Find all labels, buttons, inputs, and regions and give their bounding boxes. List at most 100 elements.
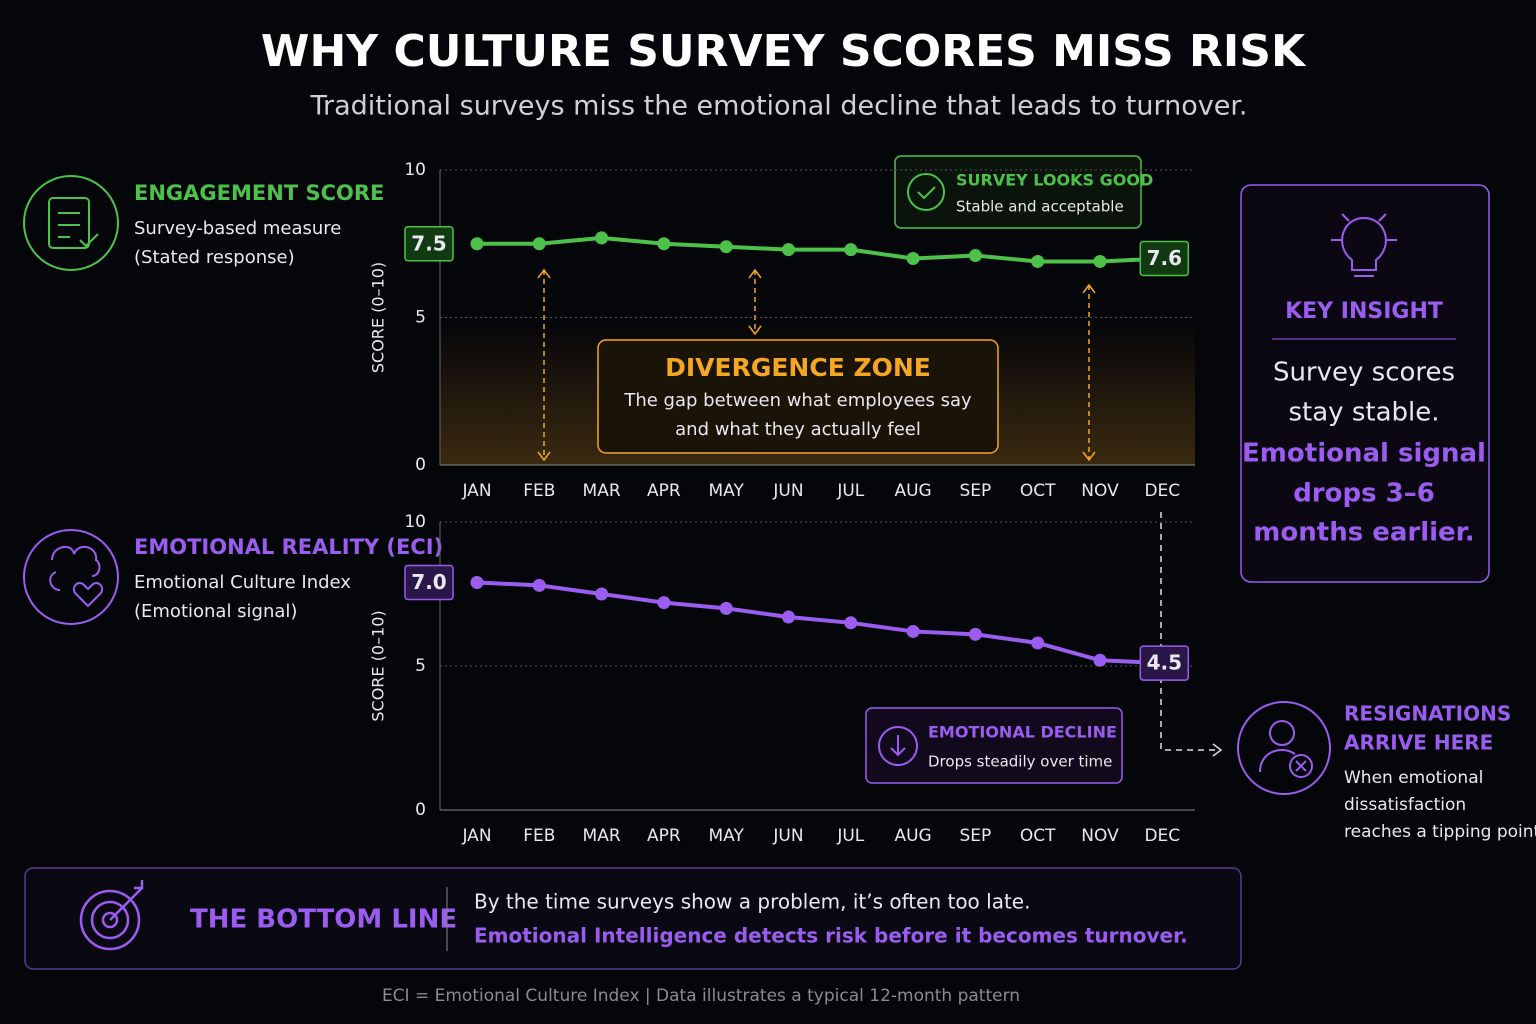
zone-title: DIVERGENCE ZONE — [665, 353, 931, 382]
check-icon — [907, 173, 945, 211]
x-tick-label: OCT — [1020, 826, 1056, 846]
bulb-rays — [1331, 213, 1397, 241]
check-mark — [917, 186, 936, 200]
x-tick-label: JUN — [772, 826, 803, 846]
down-icon — [878, 726, 918, 766]
target-center — [101, 911, 119, 929]
gap-arrows — [543, 270, 1090, 460]
bottom-title: THE BOTTOM LINE — [190, 905, 457, 935]
insight-highlight: months earlier. — [1253, 518, 1474, 548]
callout-text: Drops steadily over time — [928, 753, 1112, 771]
x-tick-label: NOV — [1081, 826, 1119, 846]
target-ring — [90, 900, 130, 940]
data-point — [719, 240, 733, 254]
resign-title: ARRIVE HERE — [1344, 731, 1493, 755]
insight-box — [1240, 184, 1490, 583]
y-axis-label: SCORE (0–10) — [369, 610, 388, 721]
charts: 0 5 10 SCORE (0–10) JAN FEB MAR APR MAY JUN JUL AUG… — [369, 160, 1195, 846]
resign-text: dissatisfaction — [1344, 795, 1466, 815]
series-line — [476, 580, 1163, 666]
y-tick-label: 5 — [415, 656, 426, 676]
x-mark — [1295, 760, 1307, 772]
resign-text: When emotional — [1344, 768, 1483, 788]
x-tick-label: SEP — [960, 826, 992, 846]
value-badge-label: 7.0 — [411, 570, 446, 594]
x-tick-label: MAY — [709, 481, 745, 501]
data-point — [1031, 254, 1045, 268]
data-point — [595, 231, 609, 245]
x-tick-label: SEP — [960, 481, 992, 501]
x-tick-label: MAY — [709, 826, 745, 846]
brain-icon — [49, 545, 101, 591]
data-point — [719, 601, 733, 615]
value-badge — [1139, 645, 1190, 681]
x-tick-label: OCT — [1020, 481, 1056, 501]
person-head — [1269, 720, 1295, 746]
data-point — [844, 616, 858, 630]
value-badge-label: 4.5 — [1147, 651, 1182, 675]
x-tick-label: FEB — [523, 826, 555, 846]
data-point — [782, 243, 795, 257]
x-tick-label: JUL — [836, 481, 864, 501]
data-point — [595, 587, 609, 601]
data-point — [470, 237, 484, 251]
eci-title: EMOTIONAL REALITY (ECI) — [134, 535, 443, 559]
x-tick-label: JAN — [461, 481, 491, 501]
insight-text: Survey scores — [1273, 358, 1455, 388]
subtitle: Traditional surveys miss the emotional d… — [309, 91, 1247, 122]
data-point — [1093, 653, 1107, 667]
data-point — [968, 627, 982, 641]
person-body — [1259, 748, 1296, 773]
data-point — [906, 252, 920, 265]
y-tick-label: 10 — [404, 160, 426, 180]
x-circle — [1289, 754, 1313, 778]
title: WHY CULTURE SURVEY SCORES MISS RISK — [261, 26, 1307, 77]
value-badge — [404, 564, 454, 601]
y-axis-label: SCORE (0–10) — [369, 262, 388, 373]
data-point — [1093, 254, 1107, 268]
data-point — [968, 249, 982, 263]
arrow-heads — [537, 268, 1096, 462]
bottom-text: By the time surveys show a problem, it’s… — [474, 890, 1030, 914]
resign-icon — [1237, 701, 1331, 795]
y-tick-label: 5 — [415, 308, 426, 328]
data-point — [657, 596, 671, 610]
y-tick-label: 0 — [415, 455, 426, 475]
zone-text: The gap between what employees say — [623, 390, 972, 411]
callout-box — [865, 707, 1123, 784]
engagement-icon — [23, 175, 119, 271]
insight-highlight: Emotional signal — [1242, 439, 1486, 469]
zone-text: and what they actually feel — [675, 419, 921, 440]
value-badge-label: 7.6 — [1147, 246, 1182, 270]
heart-icon — [72, 582, 104, 608]
eci-text: (Emotional signal) — [134, 601, 297, 622]
series-line — [477, 235, 1163, 264]
data-point — [906, 624, 920, 638]
eci-text: Emotional Culture Index — [134, 572, 351, 593]
x-tick-label: MAR — [583, 481, 621, 501]
data-point — [532, 237, 546, 251]
check-lines — [58, 212, 99, 248]
x-tick-label: JUN — [772, 481, 803, 501]
engagement-title: ENGAGEMENT SCORE — [134, 181, 384, 205]
bottom-box — [24, 867, 1242, 970]
resign-text: reaches a tipping point — [1344, 822, 1536, 842]
data-point — [532, 578, 546, 592]
data-point — [844, 243, 858, 257]
clipboard-icon — [48, 197, 90, 249]
x-tick-label: APR — [647, 826, 681, 846]
target-arrow — [109, 880, 144, 921]
engagement-text: Survey-based measure — [134, 218, 341, 239]
target-icon — [79, 889, 141, 951]
resign-title: RESIGNATIONS — [1344, 702, 1511, 726]
data-point — [657, 237, 671, 251]
eci-icon — [23, 529, 119, 625]
x-tick-label: NOV — [1081, 481, 1119, 501]
callout-title: EMOTIONAL DECLINE — [928, 723, 1117, 742]
connector — [1160, 512, 1219, 751]
value-badge — [404, 226, 454, 262]
value-badge-label: 7.5 — [411, 231, 446, 255]
callout-title: SURVEY LOOKS GOOD — [956, 171, 1153, 190]
x-tick-label: FEB — [523, 481, 555, 501]
